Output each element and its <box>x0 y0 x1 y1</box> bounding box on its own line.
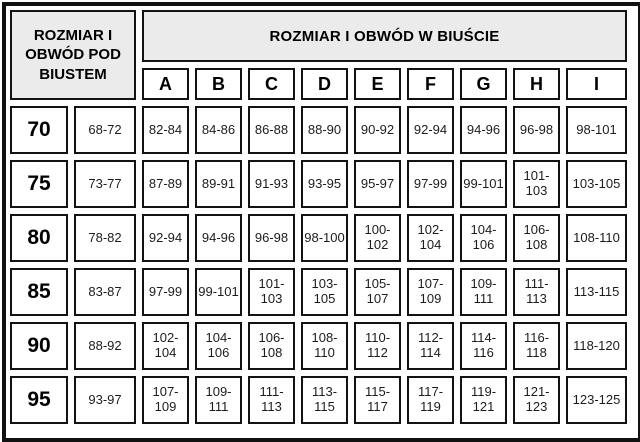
size-cell: 85 <box>10 268 68 316</box>
size-cell: 90 <box>10 322 68 370</box>
value-cell: 102-104 <box>407 214 454 262</box>
value-cell: 107-109 <box>142 376 189 424</box>
bust-header-cell: ROZMIAR I OBWÓD W BIUŚCIE <box>142 10 627 62</box>
value-cell: 121-123 <box>513 376 560 424</box>
value-cell: 100-102 <box>354 214 401 262</box>
value-cell: 115-117 <box>354 376 401 424</box>
value-cell: 101-103 <box>513 160 560 208</box>
size-cell: 75 <box>10 160 68 208</box>
size-table-grid: ROZMIAR I OBWÓD POD BIUSTEM ROZMIAR I OB… <box>10 10 634 424</box>
underbust-cell: 88-92 <box>74 322 136 370</box>
value-cell: 98-101 <box>566 106 627 154</box>
value-cell: 114-116 <box>460 322 507 370</box>
value-cell: 90-92 <box>354 106 401 154</box>
value-cell: 123-125 <box>566 376 627 424</box>
value-cell: 103-105 <box>566 160 627 208</box>
underbust-cell: 73-77 <box>74 160 136 208</box>
value-cell: 97-99 <box>142 268 189 316</box>
value-cell: 110-112 <box>354 322 401 370</box>
value-cell: 97-99 <box>407 160 454 208</box>
value-cell: 109-111 <box>195 376 242 424</box>
value-cell: 118-120 <box>566 322 627 370</box>
value-cell: 99-101 <box>460 160 507 208</box>
value-cell: 111-113 <box>248 376 295 424</box>
value-cell: 105-107 <box>354 268 401 316</box>
value-cell: 86-88 <box>248 106 295 154</box>
value-cell: 96-98 <box>248 214 295 262</box>
value-cell: 96-98 <box>513 106 560 154</box>
underbust-cell: 83-87 <box>74 268 136 316</box>
cup-header-cell: G <box>460 68 507 100</box>
value-cell: 119-121 <box>460 376 507 424</box>
value-cell: 98-100 <box>301 214 348 262</box>
value-cell: 113-115 <box>301 376 348 424</box>
value-cell: 112-114 <box>407 322 454 370</box>
value-cell: 102-104 <box>142 322 189 370</box>
value-cell: 116-118 <box>513 322 560 370</box>
cup-header-cell: D <box>301 68 348 100</box>
value-cell: 113-115 <box>566 268 627 316</box>
size-cell: 95 <box>10 376 68 424</box>
value-cell: 117-119 <box>407 376 454 424</box>
value-cell: 108-110 <box>566 214 627 262</box>
cup-header-cell: E <box>354 68 401 100</box>
size-cell: 70 <box>10 106 68 154</box>
value-cell: 92-94 <box>407 106 454 154</box>
value-cell: 82-84 <box>142 106 189 154</box>
cup-header-cell: H <box>513 68 560 100</box>
value-cell: 104-106 <box>460 214 507 262</box>
value-cell: 84-86 <box>195 106 242 154</box>
value-cell: 94-96 <box>195 214 242 262</box>
cup-header-cell: B <box>195 68 242 100</box>
underbust-cell: 68-72 <box>74 106 136 154</box>
value-cell: 92-94 <box>142 214 189 262</box>
value-cell: 101-103 <box>248 268 295 316</box>
value-cell: 94-96 <box>460 106 507 154</box>
value-cell: 99-101 <box>195 268 242 316</box>
value-cell: 108-110 <box>301 322 348 370</box>
value-cell: 109-111 <box>460 268 507 316</box>
underbust-cell: 93-97 <box>74 376 136 424</box>
size-cell: 80 <box>10 214 68 262</box>
cup-header-cell: F <box>407 68 454 100</box>
value-cell: 106-108 <box>248 322 295 370</box>
underbust-header-cell: ROZMIAR I OBWÓD POD BIUSTEM <box>10 10 136 100</box>
value-cell: 89-91 <box>195 160 242 208</box>
cup-header-cell: C <box>248 68 295 100</box>
value-cell: 91-93 <box>248 160 295 208</box>
value-cell: 104-106 <box>195 322 242 370</box>
value-cell: 95-97 <box>354 160 401 208</box>
value-cell: 88-90 <box>301 106 348 154</box>
value-cell: 103-105 <box>301 268 348 316</box>
underbust-cell: 78-82 <box>74 214 136 262</box>
value-cell: 87-89 <box>142 160 189 208</box>
cup-header-cell: A <box>142 68 189 100</box>
value-cell: 107-109 <box>407 268 454 316</box>
value-cell: 93-95 <box>301 160 348 208</box>
value-cell: 106-108 <box>513 214 560 262</box>
value-cell: 111-113 <box>513 268 560 316</box>
cup-header-cell: I <box>566 68 627 100</box>
